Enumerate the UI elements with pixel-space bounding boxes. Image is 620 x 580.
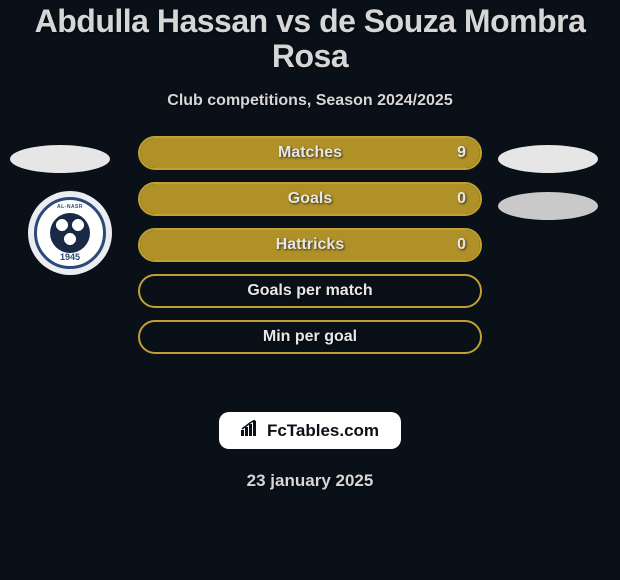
soccer-ball-icon bbox=[50, 213, 90, 253]
bar-chart-icon bbox=[241, 420, 261, 441]
page-title: Abdulla Hassan vs de Souza Mombra Rosa bbox=[0, 4, 620, 74]
brand-text: FcTables.com bbox=[267, 421, 379, 441]
stat-label: Matches bbox=[140, 144, 480, 162]
stat-value: 0 bbox=[457, 236, 466, 254]
player-right-slot-2 bbox=[498, 192, 598, 220]
comparison-card: Abdulla Hassan vs de Souza Mombra Rosa C… bbox=[0, 0, 620, 491]
club-logo-inner: AL-NASR 1945 bbox=[34, 197, 106, 269]
stat-label: Goals per match bbox=[140, 282, 480, 300]
brand-badge[interactable]: FcTables.com bbox=[219, 412, 401, 449]
main-area: AL-NASR 1945 Matches 9 Goals 0 Hattricks… bbox=[0, 142, 620, 402]
club-logo-year: 1945 bbox=[60, 252, 80, 262]
date-text: 23 january 2025 bbox=[0, 471, 620, 491]
stat-bar-goals-per-match: Goals per match bbox=[138, 274, 482, 308]
club-logo-name: AL-NASR bbox=[57, 204, 83, 210]
player-right-slot bbox=[498, 145, 598, 173]
stat-label: Min per goal bbox=[140, 328, 480, 346]
stat-bar-min-per-goal: Min per goal bbox=[138, 320, 482, 354]
stat-value: 9 bbox=[457, 144, 466, 162]
subtitle: Club competitions, Season 2024/2025 bbox=[0, 92, 620, 110]
club-logo: AL-NASR 1945 bbox=[28, 191, 112, 275]
player-left-slot bbox=[10, 145, 110, 173]
stat-bar-matches: Matches 9 bbox=[138, 136, 482, 170]
stat-value: 0 bbox=[457, 190, 466, 208]
stat-bar-hattricks: Hattricks 0 bbox=[138, 228, 482, 262]
footer: FcTables.com 23 january 2025 bbox=[0, 412, 620, 491]
stat-bar-goals: Goals 0 bbox=[138, 182, 482, 216]
stat-bars: Matches 9 Goals 0 Hattricks 0 Goals per … bbox=[138, 136, 482, 366]
stat-label: Goals bbox=[140, 190, 480, 208]
stat-label: Hattricks bbox=[140, 236, 480, 254]
